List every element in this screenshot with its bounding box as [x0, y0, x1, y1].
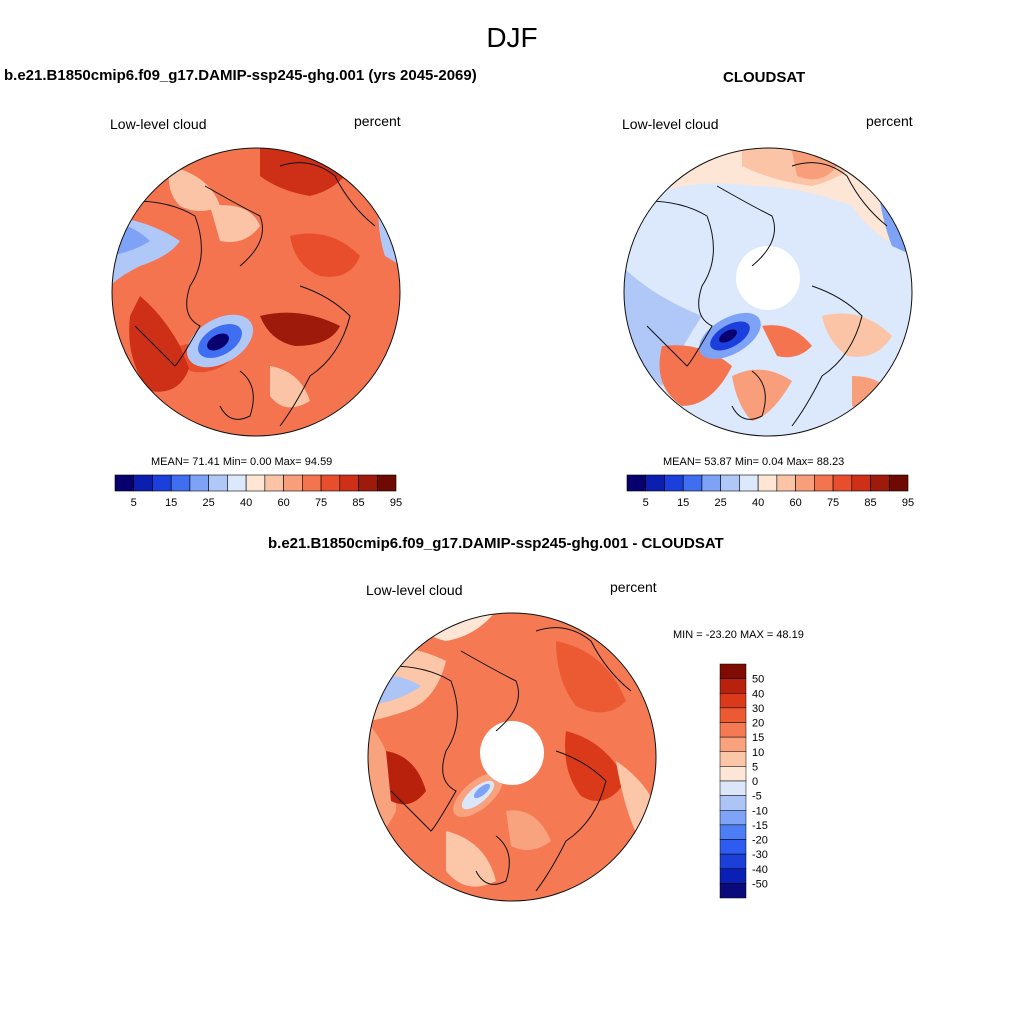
panel-3-colorbar-swatch [719, 883, 747, 899]
panel-2-colorbar-swatch [870, 474, 890, 492]
panel-3-polar-map [367, 612, 657, 902]
panel-1-stats: MEAN= 71.41 Min= 0.00 Max= 94.59 [151, 456, 333, 468]
panel-3-colorbar-tick-label: 5 [752, 761, 758, 773]
panel-3-colorbar-tick-label: 0 [752, 776, 758, 788]
panel-3-colorbar-tick-label: -50 [752, 878, 768, 890]
panel-2-polar-map [623, 147, 913, 437]
panel-3-colorbar-swatch [719, 824, 747, 840]
panel-1-colorbar-swatch [189, 474, 209, 492]
panel-1-colorbar: 5 15 25 40 60 75 85 95 [114, 474, 402, 509]
panel-2-colorbar-tick-label: 95 [902, 497, 914, 509]
panel-1-colorbar-swatch [358, 474, 378, 492]
panel-2-title: CLOUDSAT [723, 69, 806, 86]
figure-title: DJF [486, 22, 538, 53]
panel-3-colorbar-swatch [719, 736, 747, 752]
panel-3-colorbar-tick-label: -40 [752, 864, 768, 876]
panel-1-colorbar-tick-label: 95 [390, 497, 402, 509]
panel-3-colorbar-swatch [719, 839, 747, 855]
panel-1-colorbar-tick-label: 85 [352, 497, 364, 509]
panel-1-colorbar-tick-label: 5 [131, 497, 137, 509]
panel-2-colorbar-swatch [851, 474, 871, 492]
panel-3-colorbar-tick-label: 40 [752, 688, 764, 700]
panel-3-colorbar-tick-label: 20 [752, 718, 764, 730]
panel-2-colorbar-swatch [701, 474, 721, 492]
panel-3-colorbar-tick-label: -30 [752, 849, 768, 861]
panel-2-colorbar-tick-label: 15 [677, 497, 689, 509]
panel-1-colorbar-swatch [339, 474, 359, 492]
panel-3-colorbar-swatch [719, 853, 747, 869]
panel-3-title: b.e21.B1850cmip6.f09_g17.DAMIP-ssp245-gh… [268, 535, 724, 552]
panel-3-variable-label: Low-level cloud [366, 582, 463, 598]
panel-3-colorbar-swatch [719, 707, 747, 723]
panel-2-stats: MEAN= 53.87 Min= 0.04 Max= 88.23 [663, 456, 845, 468]
panel-3-colorbar-tick-label: 50 [752, 674, 764, 686]
panel-3-stats: MIN = -23.20 MAX = 48.19 [673, 629, 804, 641]
panel-3-colorbar-tick-label: -10 [752, 805, 768, 817]
panel-3-colorbar-swatch [719, 868, 747, 884]
panel-1-colorbar-swatch [283, 474, 303, 492]
panel-3-colorbar-swatch [719, 751, 747, 767]
panel-1-polar-map [111, 147, 401, 437]
panel-2-colorbar-tick-label: 40 [752, 497, 764, 509]
panel-3-colorbar-tick-label: 30 [752, 703, 764, 715]
panel-2-colorbar: 5 15 25 40 60 75 85 95 [626, 474, 914, 509]
panel-2-colorbar-tick-label: 85 [864, 497, 876, 509]
panel-3-colorbar-swatch [719, 780, 747, 796]
panel-2-colorbar-swatch [757, 474, 778, 492]
panel-1-colorbar-swatch [227, 474, 247, 492]
panel-1-colorbar-swatch [245, 474, 266, 492]
panel-2-colorbar-swatch [832, 474, 853, 492]
panel-2-colorbar-swatch [776, 474, 796, 492]
panel-2-units-label: percent [866, 113, 913, 129]
panel-1-title: b.e21.B1850cmip6.f09_g17.DAMIP-ssp245-gh… [4, 67, 477, 84]
panel-2-colorbar-swatch [645, 474, 665, 492]
panel-1-colorbar-swatch [208, 474, 228, 492]
panel-2-colorbar-swatch [720, 474, 740, 492]
panel-2-colorbar-tick-label: 25 [715, 497, 727, 509]
panel-3-colorbar-swatch [719, 693, 747, 709]
panel-2-colorbar-swatch [682, 474, 703, 492]
panel-2-colorbar-swatch [795, 474, 815, 492]
panel-1-colorbar-tick-label: 25 [203, 497, 215, 509]
panel-2-colorbar-swatch [814, 474, 834, 492]
panel-1-colorbar-swatch [114, 474, 135, 492]
panel-3-units-label: percent [610, 579, 657, 595]
panel-2-colorbar-swatch [626, 474, 647, 492]
panel-1-colorbar-tick-label: 75 [315, 497, 327, 509]
panel-2-colorbar-swatch [888, 474, 909, 492]
panel-3-colorbar-tick-label: -5 [752, 791, 762, 803]
panel-1-variable-label: Low-level cloud [110, 116, 207, 132]
panel-1-colorbar-tick-label: 60 [277, 497, 289, 509]
panel-1-colorbar-tick-label: 15 [165, 497, 177, 509]
panel-1-colorbar-swatch [376, 474, 397, 492]
panel-1-colorbar-swatch [152, 474, 172, 492]
panel-3-colorbar-swatch [719, 678, 747, 694]
panel-3-colorbar-swatch [719, 722, 747, 738]
panel-3-colorbar-tick-label: -15 [752, 820, 768, 832]
panel-2-colorbar-tick-label: 5 [643, 497, 649, 509]
panel-1-units-label: percent [354, 113, 401, 129]
panel-2-colorbar-tick-label: 75 [827, 497, 839, 509]
panel-1-colorbar-swatch [302, 474, 322, 492]
panel-3-colorbar-tick-label: 15 [752, 732, 764, 744]
panel-3-colorbar-tick-label: -20 [752, 835, 768, 847]
panel-1-colorbar-swatch [320, 474, 341, 492]
panel-1-colorbar-swatch [170, 474, 191, 492]
panel-2-colorbar-tick-label: 60 [789, 497, 801, 509]
panel-3-colorbar-tick-label: 10 [752, 747, 764, 759]
panel-2-colorbar-swatch [739, 474, 759, 492]
panel-3-colorbar-swatch [719, 810, 747, 826]
panel-3-colorbar-swatch [719, 663, 747, 679]
panel-2-variable-label: Low-level cloud [622, 116, 719, 132]
panel-2-colorbar-swatch [664, 474, 684, 492]
panel-1-colorbar-tick-label: 40 [240, 497, 252, 509]
panel-3-colorbar-swatch [719, 766, 747, 782]
panel-1-colorbar-swatch [133, 474, 153, 492]
panel-3-colorbar-swatch [719, 795, 747, 811]
panel-1-colorbar-swatch [264, 474, 284, 492]
